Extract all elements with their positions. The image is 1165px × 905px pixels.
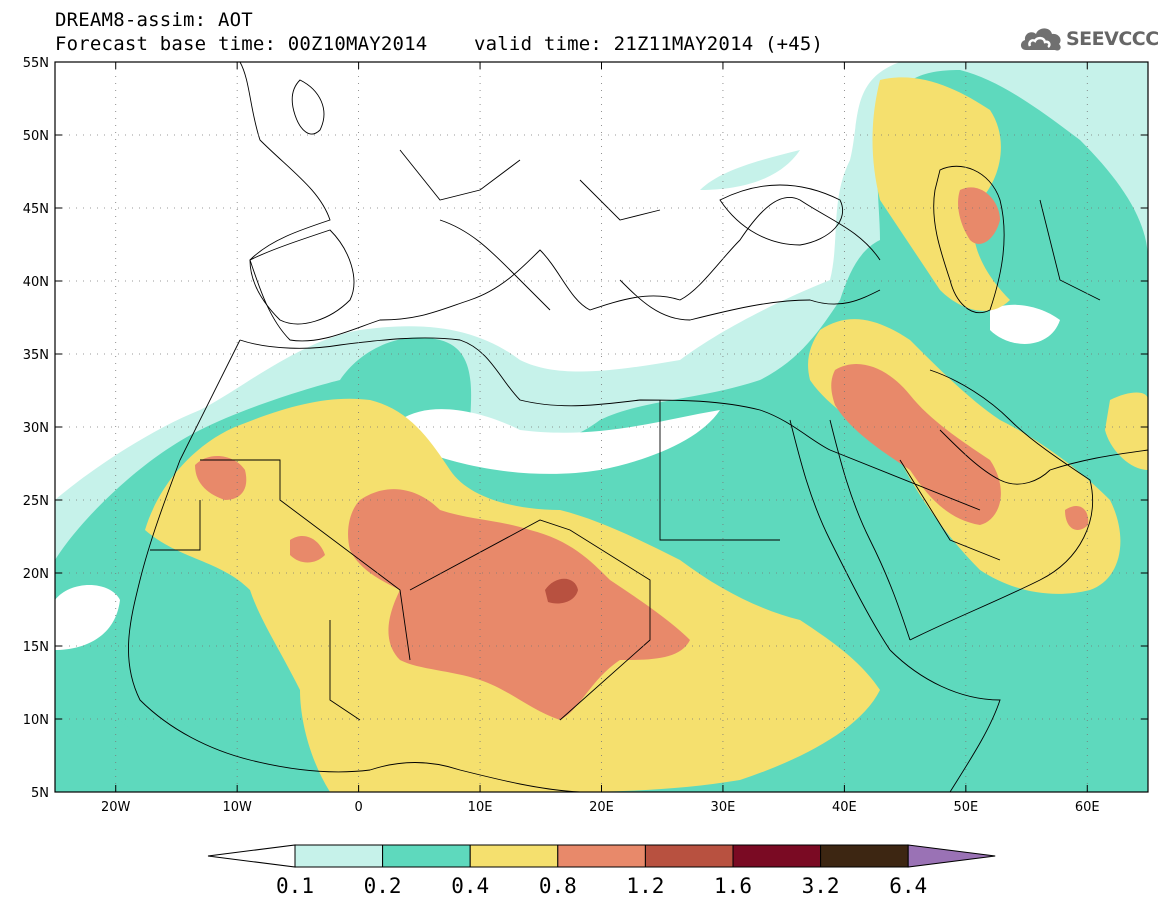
y-tick-label: 25N [23, 494, 49, 509]
y-tick-label: 10N [23, 713, 49, 728]
colorbar-bin [644, 844, 734, 868]
y-tick-label: 55N [23, 56, 49, 71]
seevccc-logo: SEEVCCC [1018, 22, 1159, 56]
aot-clear-patches [55, 304, 1060, 650]
aot-contour-0.8 [195, 187, 1089, 720]
colorbar-label: 6.4 [889, 874, 927, 898]
colorbar-bin [382, 844, 471, 868]
colorbar-bin [294, 844, 384, 868]
colorbar: 0.1 0.2 0.4 0.8 1.2 1.6 3.2 6.4 [207, 844, 996, 898]
colorbar-label: 0.2 [364, 874, 402, 898]
x-tick-label: 20W [101, 800, 131, 815]
x-tick-label: 0 [354, 800, 362, 815]
map-subtitle: Forecast base time: 00Z10MAY2014 valid t… [55, 34, 823, 54]
colorbar-label: 0.4 [451, 874, 489, 898]
colorbar-bin [469, 844, 559, 868]
y-tick-label: 20N [23, 567, 49, 582]
x-tick-label: 60E [1075, 800, 1100, 815]
colorbar-label: 1.2 [626, 874, 664, 898]
x-tick-label: 50E [953, 800, 978, 815]
base-time: Forecast base time: 00Z10MAY2014 [55, 33, 428, 55]
colorbar-label: 0.1 [276, 874, 314, 898]
y-tick-label: 50N [23, 129, 49, 144]
x-tick-label: 10W [222, 800, 252, 815]
y-tick-label: 35N [23, 348, 49, 363]
colorbar-bin [820, 844, 909, 868]
y-tick-label: 40N [23, 275, 49, 290]
colorbar-label: 3.2 [802, 874, 840, 898]
x-tick-label: 20E [589, 800, 614, 815]
axis-ticks: 20W 10W 0 10E 20E 30E 40E 50E 60E 55N 50N 45N 40N 35N… [23, 56, 1148, 815]
colorbar-label: 1.6 [714, 874, 752, 898]
colorbar-bin [557, 844, 646, 868]
y-tick-label: 45N [23, 202, 49, 217]
x-tick-label: 30E [711, 800, 736, 815]
y-tick-label: 15N [23, 640, 49, 655]
y-tick-label: 5N [31, 786, 49, 801]
logo-text: SEEVCCC [1066, 28, 1159, 50]
coastlines [128, 62, 1148, 792]
grid-lines [55, 62, 1148, 792]
x-tick-label: 10E [468, 800, 493, 815]
x-tick-label: 40E [832, 800, 857, 815]
aot-field [55, 62, 1148, 792]
colorbar-under-arrow [207, 844, 296, 868]
colorbar-over-arrow [907, 844, 996, 868]
cloud-icon [1020, 28, 1061, 51]
colorbar-label: 0.8 [539, 874, 577, 898]
valid-time: valid time: 21Z11MAY2014 (+45) [474, 33, 824, 55]
colorbar-bin [732, 844, 822, 868]
map-title: DREAM8-assim: AOT [55, 9, 253, 31]
y-tick-label: 30N [23, 421, 49, 436]
aot-contour-1.2 [545, 578, 578, 604]
